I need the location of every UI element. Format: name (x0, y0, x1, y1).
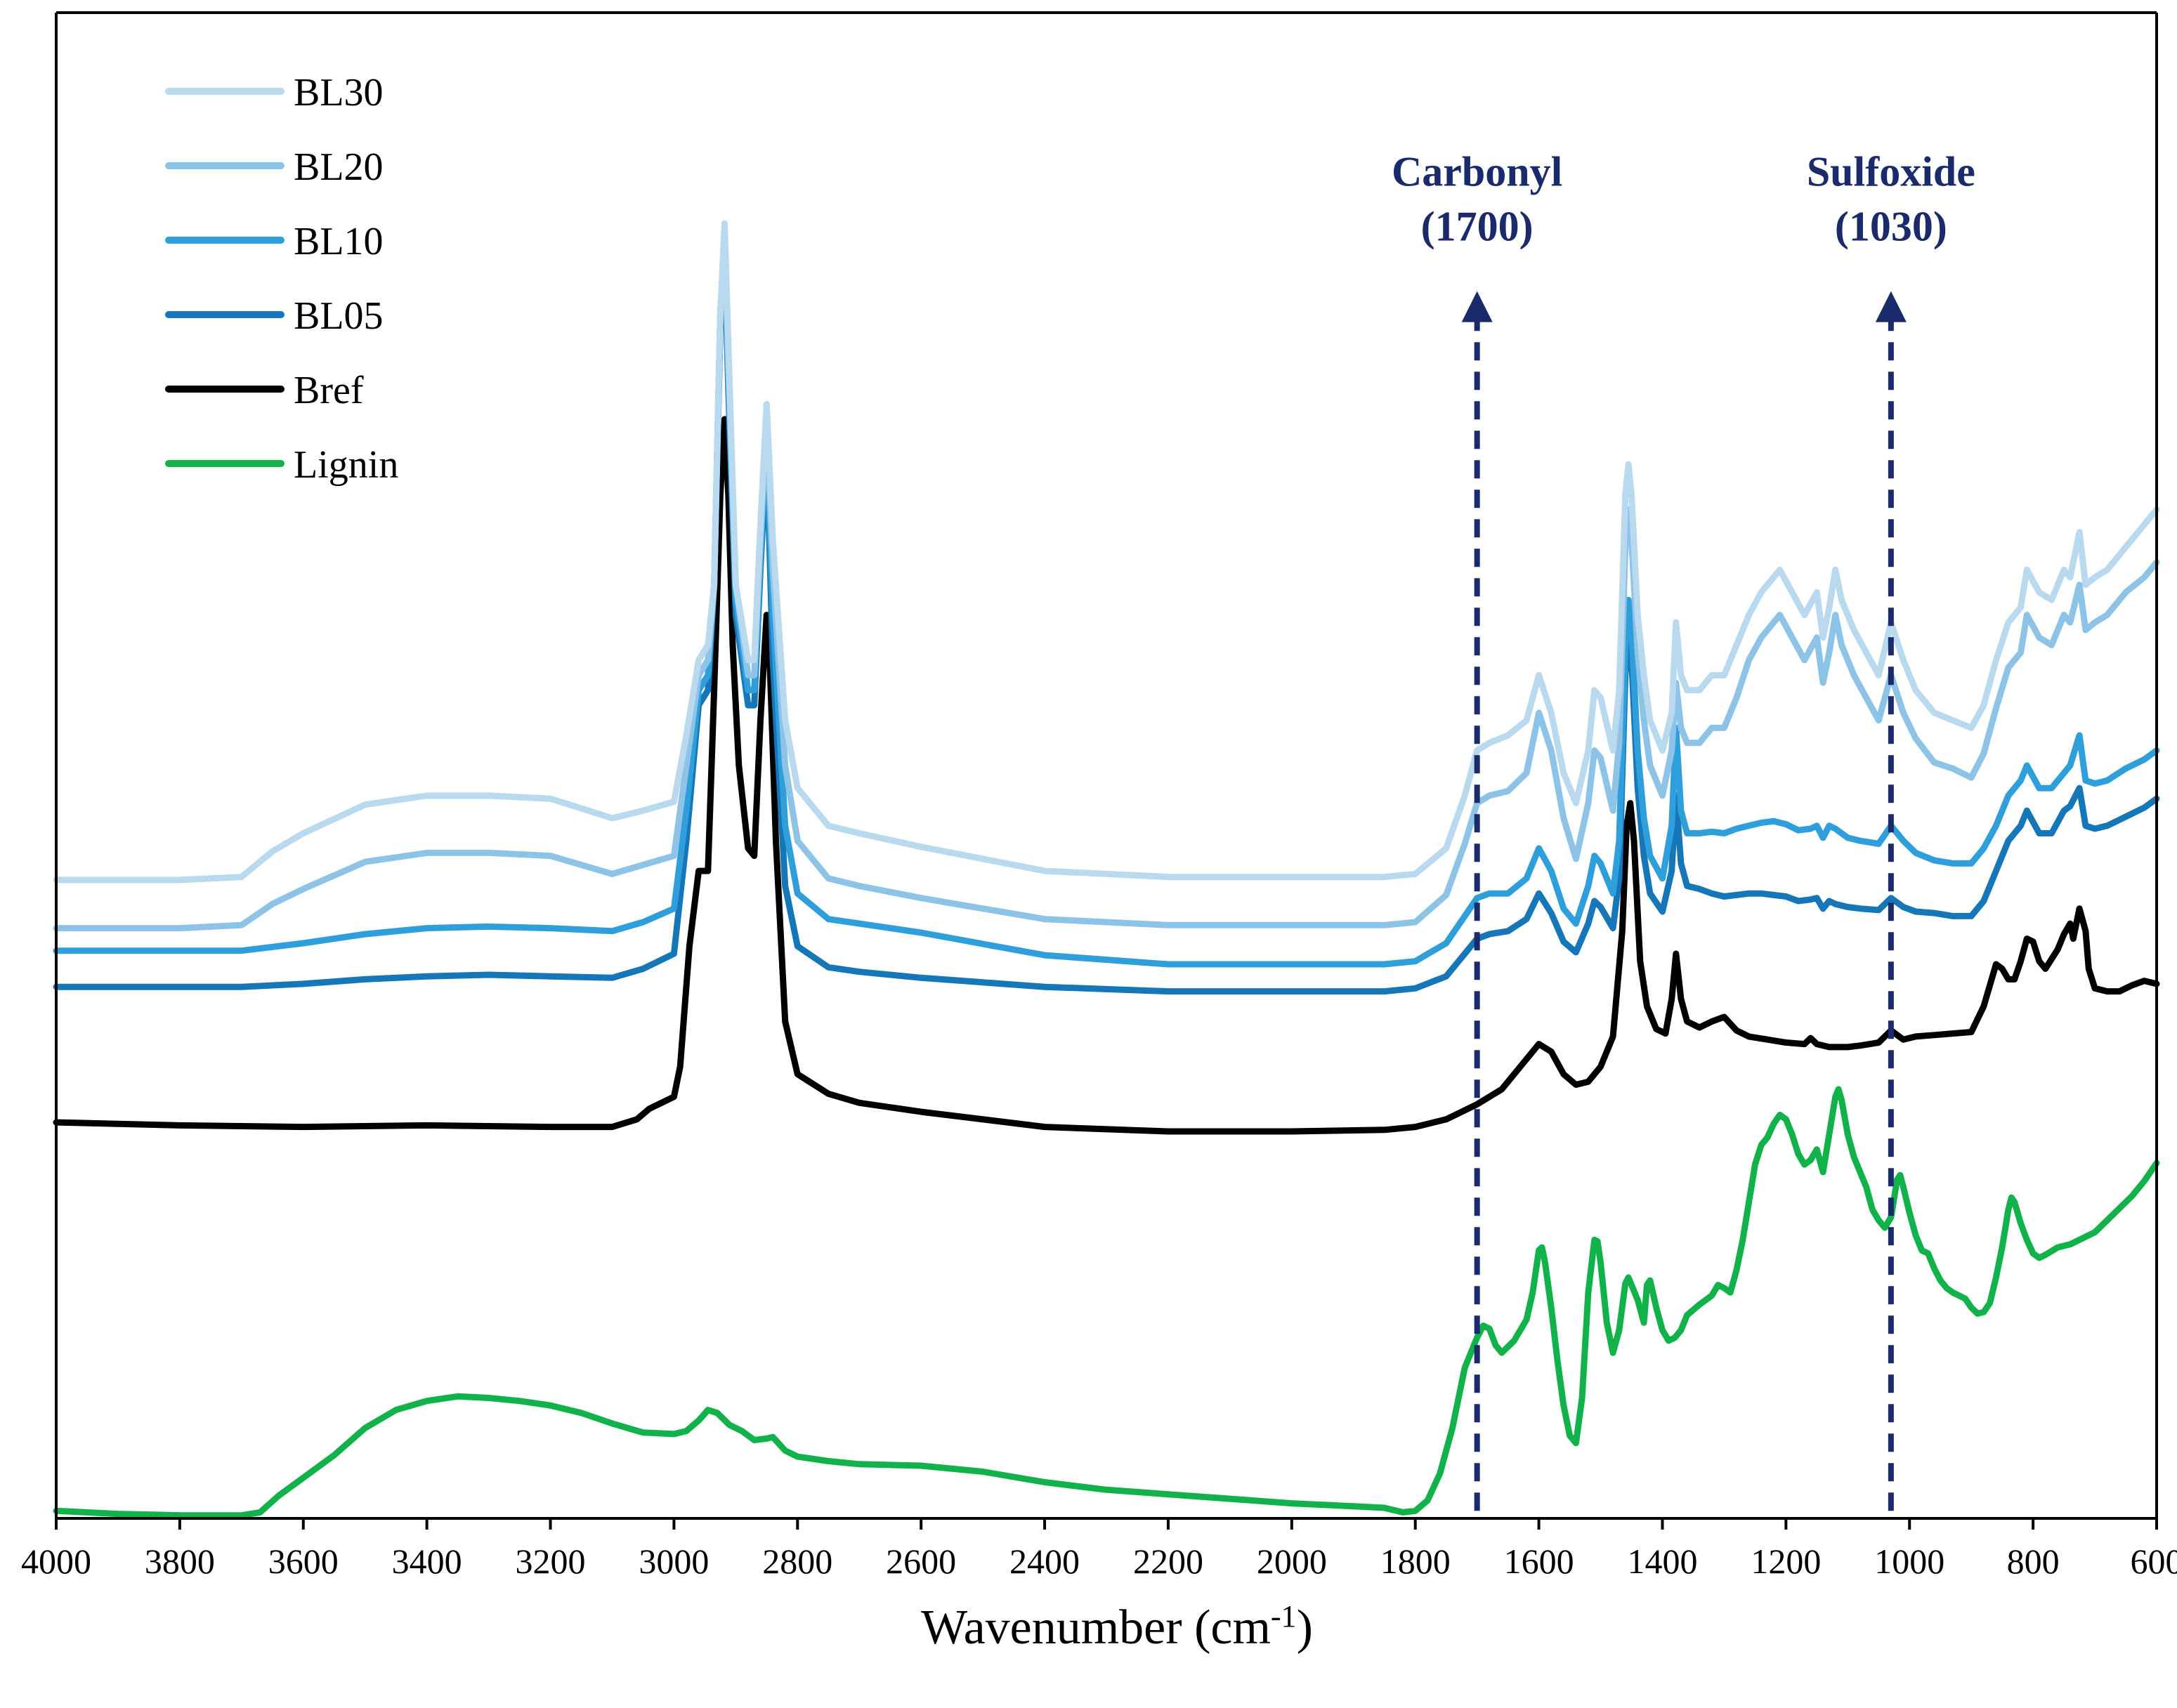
x-axis-unit: cm (1210, 1601, 1271, 1655)
x-tick-label-2800: 2800 (762, 1542, 832, 1581)
x-tick-label-3600: 3600 (268, 1542, 339, 1581)
carbonyl-label-line2: (1700) (1421, 204, 1534, 250)
legend-label-bl10: BL10 (294, 220, 384, 263)
x-tick-label-1200: 1200 (1751, 1542, 1821, 1581)
x-tick-label-1600: 1600 (1504, 1542, 1574, 1581)
x-tick-label-2400: 2400 (1009, 1542, 1080, 1581)
legend-label-bl20: BL20 (294, 145, 384, 189)
x-tick-label-4000: 4000 (21, 1542, 91, 1581)
x-tick-label-2000: 2000 (1257, 1542, 1327, 1581)
x-axis-title-text: Wavenumber (921, 1601, 1182, 1655)
x-tick-label-600: 600 (2131, 1542, 2177, 1581)
x-tick-label-3200: 3200 (516, 1542, 586, 1581)
x-tick-label-2600: 2600 (886, 1542, 956, 1581)
legend-label-bl05: BL05 (294, 294, 384, 338)
legend-label-bl30: BL30 (294, 71, 384, 114)
x-tick-label-800: 800 (2007, 1542, 2060, 1581)
carbonyl-label-line1: Carbonyl (1392, 149, 1562, 195)
sulfoxide-label-line2: (1030) (1835, 204, 1947, 250)
x-tick-label-1800: 1800 (1380, 1542, 1451, 1581)
x-tick-label-1400: 1400 (1627, 1542, 1697, 1581)
sulfoxide-label-line1: Sulfoxide (1807, 149, 1975, 195)
x-tick-label-2200: 2200 (1133, 1542, 1203, 1581)
x-tick-label-3800: 3800 (145, 1542, 215, 1581)
x-axis-unit-exponent: -1 (1271, 1599, 1297, 1634)
x-axis-title: Wavenumber (cm-1) (921, 1599, 1313, 1655)
x-tick-label-3000: 3000 (639, 1542, 709, 1581)
legend-label-lignin: Lignin (294, 443, 398, 487)
legend-label-bref: Bref (294, 369, 364, 412)
x-tick-label-1000: 1000 (1874, 1542, 1944, 1581)
x-tick-label-3400: 3400 (392, 1542, 462, 1581)
